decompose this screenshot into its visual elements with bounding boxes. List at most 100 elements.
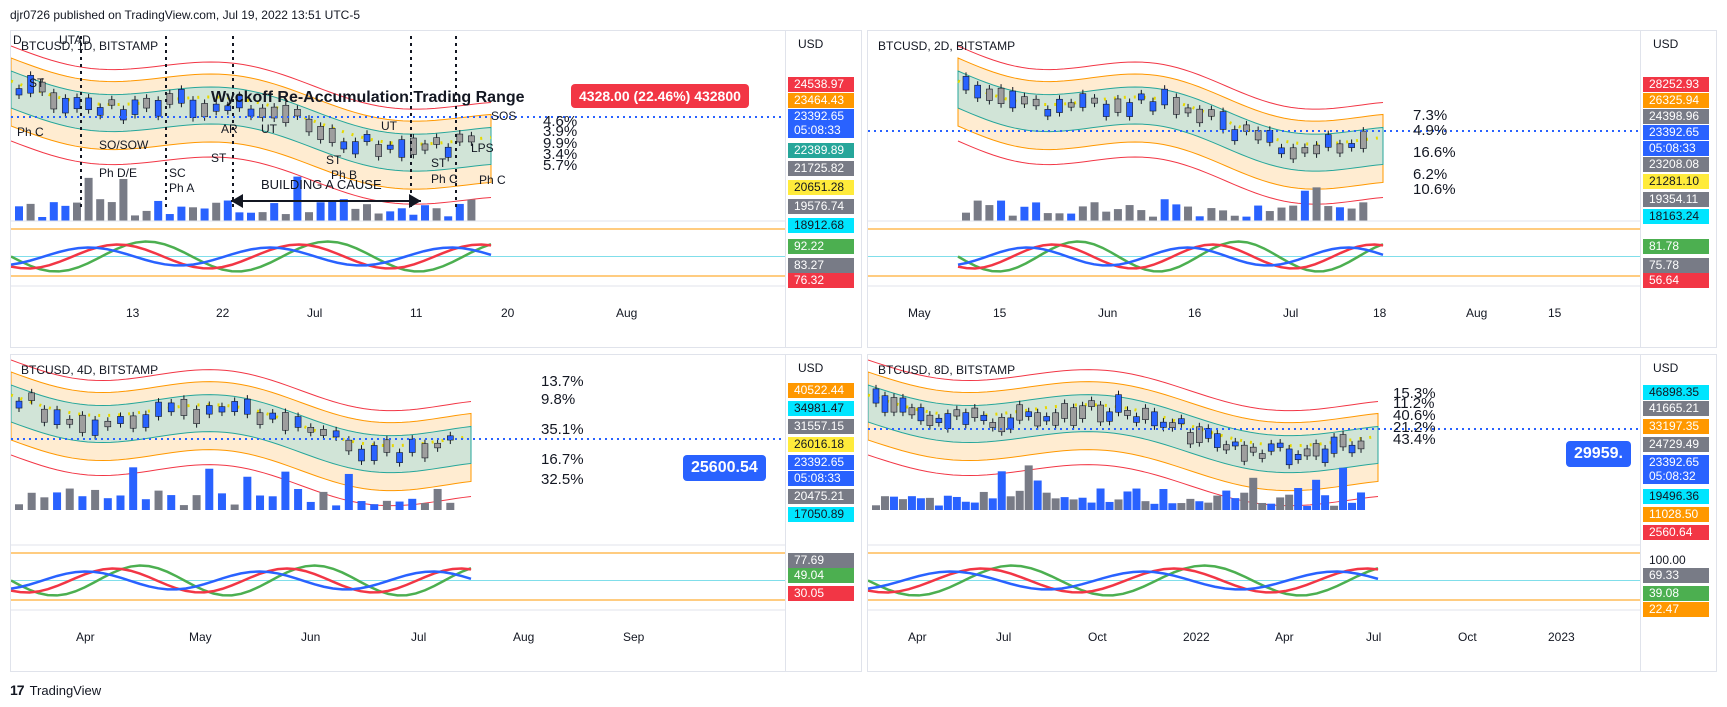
volume-bar <box>200 208 209 221</box>
time-axis-label: 20 <box>501 306 515 320</box>
price-label: 11028.50 <box>1643 507 1709 522</box>
time-axis-label: Apr <box>76 630 95 644</box>
candle-body <box>1021 96 1028 105</box>
candle-body <box>85 97 92 110</box>
chart-canvas-1d[interactable] <box>11 31 862 348</box>
price-axis[interactable]: USD 40522.44 34981.47 31557.15 26016.18 2339… <box>785 355 861 671</box>
candle-body <box>1330 436 1338 454</box>
currency-label: USD <box>1653 37 1679 51</box>
candle-body <box>1214 433 1221 448</box>
symbol-label: BTCUSD, 2D, BITSTAMP <box>878 39 1016 53</box>
chart-canvas-2d[interactable] <box>868 31 1717 348</box>
candle-body <box>447 435 454 441</box>
chart-canvas-4d[interactable] <box>11 355 862 672</box>
price-label: 24538.97 <box>788 77 854 92</box>
chart-panel-2d[interactable]: BTCUSD, 2D, BITSTAMP 7.3% 4.9% 16.6% 6.2% 10… <box>867 30 1717 348</box>
percent-annotation: 40.6% <box>1393 407 1436 424</box>
candle-body <box>1114 98 1122 113</box>
candle-body <box>1034 412 1041 427</box>
time-axis-label: Aug <box>616 306 638 320</box>
price-axis[interactable]: USD 46898.35 41665.21 33197.35 24729.49 2339… <box>1640 355 1716 671</box>
volume-bar <box>205 468 214 510</box>
time-axis-label: Oct <box>1088 630 1107 644</box>
candle-body <box>468 135 475 143</box>
percent-annotation: 11.2% <box>1393 395 1435 412</box>
footer-brand[interactable]: 17 TradingView <box>10 682 101 698</box>
candle-body <box>1348 143 1355 148</box>
inner-band <box>11 384 472 474</box>
candle-body <box>974 84 981 99</box>
candle-body <box>456 133 464 143</box>
candle-body <box>1240 444 1248 462</box>
oscillator-label: 69.33 <box>1643 568 1709 583</box>
oscillator-label: 49.04 <box>788 568 854 583</box>
volume-bar <box>192 495 201 510</box>
candle-body <box>244 398 251 415</box>
candle-body <box>247 108 255 117</box>
lower-envelope <box>957 140 1384 205</box>
price-label: 21725.82 <box>788 161 854 176</box>
price-label: 20651.28 <box>788 180 854 195</box>
osc-line <box>957 246 1384 267</box>
candle-body <box>1124 410 1131 416</box>
wyckoff-annotation: ST <box>431 156 447 170</box>
price-axis[interactable]: USD 24538.97 23464.43 23392.65 05:08:33 2238… <box>785 31 861 347</box>
upper-envelope <box>868 359 1379 412</box>
volume-bar <box>1150 503 1159 510</box>
chart-canvas-8d[interactable] <box>868 355 1717 672</box>
candle-body <box>50 92 58 110</box>
price-label: 28252.93 <box>1643 77 1709 92</box>
candle-body <box>212 103 220 112</box>
volume-bar <box>1312 187 1321 221</box>
chart-panel-1d[interactable]: BTCUSD, 1D, BITSTAMP Wyckoff Re-Accumula… <box>10 30 862 348</box>
wyckoff-annotation: AR <box>221 122 238 136</box>
volume-bar <box>1177 503 1186 510</box>
osc-line <box>11 243 492 270</box>
currency-label: USD <box>1653 361 1679 375</box>
candle-body <box>1266 129 1274 143</box>
time-axis-label: Jul <box>411 630 427 644</box>
percent-annotation: 4.6% <box>543 113 578 130</box>
candle-body <box>1056 98 1063 113</box>
volume-bar <box>1186 498 1195 510</box>
candle-body <box>142 414 150 428</box>
volume-bar <box>916 498 925 510</box>
candle-body <box>1142 407 1149 420</box>
volume-bar <box>1330 505 1339 510</box>
publish-line: djr0726 published on TradingView.com, Ju… <box>10 8 360 22</box>
candle-body <box>1324 134 1332 148</box>
candle-body <box>971 407 979 418</box>
percent-annotation: 3.9% <box>543 123 578 140</box>
candle-body <box>1061 403 1068 419</box>
time-axis-label: Apr <box>1275 630 1294 644</box>
chart-panel-8d[interactable]: BTCUSD, 8D, BITSTAMP 29959. 15.3% 11.2% 40… <box>867 354 1717 672</box>
candle-body <box>120 109 127 121</box>
price-label: 18912.68 <box>788 218 854 233</box>
volume-bar <box>985 205 994 221</box>
candle-body <box>1357 440 1365 450</box>
volume-bar <box>433 488 442 510</box>
volume-bar <box>38 216 47 221</box>
volume-bar <box>129 467 138 510</box>
currency-label: USD <box>798 37 824 51</box>
candle-body <box>143 97 150 109</box>
volume-bar <box>988 498 997 510</box>
volume-bar <box>15 206 23 221</box>
chart-panel-4d[interactable]: BTCUSD, 4D, BITSTAMP 25600.54 13.7% 9.8% 3… <box>10 354 862 672</box>
volume-bar <box>1168 503 1177 510</box>
lower-envelope <box>11 454 472 507</box>
volume-bar <box>281 214 290 221</box>
candle-body <box>1301 147 1309 154</box>
oscillator-label: 81.78 <box>1643 239 1709 254</box>
volume-bar <box>1051 498 1060 510</box>
percent-annotation: 13.7% <box>541 373 584 390</box>
oscillator-label: 77.69 <box>788 553 854 568</box>
volume-bar <box>432 208 441 221</box>
price-label: 23392.65 <box>1643 125 1709 140</box>
percent-annotation: 43.4% <box>1393 431 1436 448</box>
time-axis-label: Jul <box>307 306 323 320</box>
candle-body <box>1312 443 1320 457</box>
price-label: 40522.44 <box>788 383 854 398</box>
price-axis[interactable]: USD 28252.93 26325.94 24398.96 23392.65 05:0… <box>1640 31 1716 347</box>
candle-body <box>1070 407 1077 426</box>
